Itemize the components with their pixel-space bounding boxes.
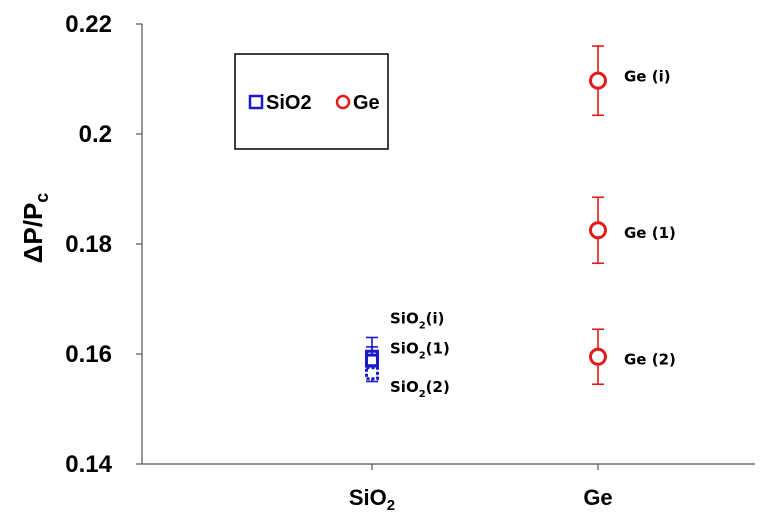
point-annotation: SiO2(1)	[390, 340, 450, 362]
data-point-ge	[589, 347, 607, 366]
data-marks	[365, 45, 607, 386]
data-point-ge	[589, 71, 607, 90]
point-annotation: SiO2(i)	[390, 309, 445, 331]
y-tick-label: 0.16	[65, 341, 112, 368]
y-tick-label: 0.2	[79, 121, 112, 148]
legend-marker-ge	[335, 94, 351, 110]
y-tick-label: 0.18	[65, 231, 112, 258]
data-point-sio2	[365, 366, 379, 381]
x-tick-label: SiO2	[349, 485, 395, 514]
point-annotation: Ge (2)	[624, 351, 676, 369]
legend: SiO2 Ge	[234, 53, 389, 150]
annotations: SiO2(i) SiO2(1) SiO2(2) Ge (i) Ge (1) Ge (2)	[390, 67, 676, 400]
point-annotation: Ge (1)	[624, 224, 676, 242]
y-tick-label: 0.14	[65, 451, 112, 478]
axes: 0.14 0.16 0.18 0.2 0.22 SiO2 Ge ΔP/Pc	[18, 11, 755, 514]
legend-label: Ge	[353, 92, 380, 114]
y-axis-label: ΔP/Pc	[18, 193, 52, 264]
y-tick-label: 0.22	[65, 11, 112, 38]
point-annotation: SiO2(2)	[390, 378, 450, 400]
data-point-ge	[589, 221, 607, 240]
point-annotation: Ge (i)	[624, 67, 671, 85]
x-tick-label: Ge	[583, 485, 612, 510]
legend-label: SiO2	[266, 92, 312, 114]
legend-marker-sio2	[248, 94, 264, 110]
